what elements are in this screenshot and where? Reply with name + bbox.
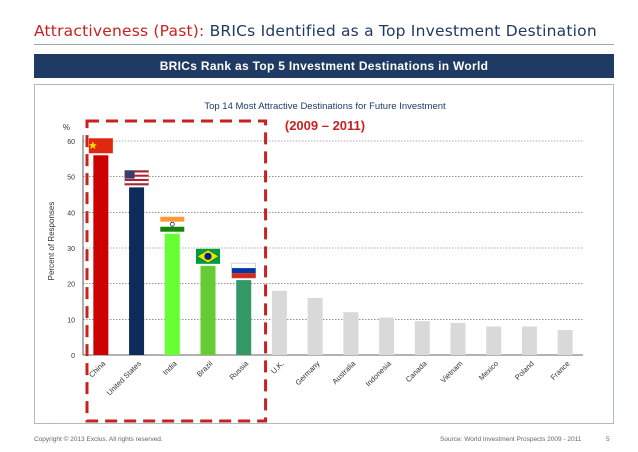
bar-brazil [200, 265, 216, 355]
bar-france [557, 330, 573, 355]
banner-text: BRICs Rank as Top 5 Investment Destinati… [159, 59, 489, 73]
y-axis-label: Percent of Responses [47, 202, 56, 281]
brazil-flag [196, 248, 220, 264]
y-axis-unit: % [63, 123, 70, 132]
x-tick-label: Brazil [195, 359, 215, 379]
bar-china [93, 155, 109, 355]
y-tick-label: 60 [67, 139, 75, 146]
bar-russia [236, 280, 252, 355]
x-tick-label: Russia [228, 358, 251, 381]
bar-chart: Top 14 Most Attractive Destinations for … [47, 101, 583, 423]
brics-highlight-box [85, 119, 268, 423]
chart-subtitle: (2009 – 2011) [285, 118, 365, 133]
y-tick-label: 30 [67, 246, 75, 253]
us-flag [124, 170, 149, 186]
bar-canada [414, 321, 430, 355]
bar-u-k [271, 290, 287, 355]
y-tick-label: 50 [67, 175, 75, 182]
chart-title: Top 14 Most Attractive Destinations for … [204, 101, 446, 112]
chart-panel: Top 14 Most Attractive Destinations for … [34, 84, 614, 424]
slide-title-rest: BRICs Identified as a Top Investment Des… [204, 22, 597, 40]
y-tick-label: 20 [67, 282, 75, 289]
x-tick-label: Indonesia [364, 358, 394, 388]
bar-australia [343, 312, 359, 355]
x-tick-label: China [87, 358, 108, 379]
x-tick-label: Mexico [477, 359, 500, 382]
bar-germany [307, 297, 323, 355]
bar-mexico [486, 326, 502, 355]
slide-title-accent: Attractiveness (Past): [34, 22, 205, 40]
bar-poland [521, 326, 537, 355]
china-flag [88, 138, 113, 154]
x-tick-label: India [161, 358, 179, 376]
x-tick-label: Germany [293, 359, 321, 387]
x-tick-label: Vietnam [439, 359, 465, 385]
russia-flag [231, 262, 256, 279]
x-tick-label: Australia [330, 358, 358, 386]
india-flag [160, 216, 185, 232]
x-tick-label: U.K. [269, 359, 286, 376]
x-tick-label: United States [105, 359, 143, 397]
y-tick-label: 40 [67, 210, 75, 217]
slide-title: Attractiveness (Past): BRICs Identified … [34, 22, 614, 40]
bar-indonesia [379, 317, 395, 355]
bar-united-states [129, 187, 145, 355]
bar-vietnam [450, 322, 466, 355]
footer-source: Source: World Investment Prospects 2009 … [440, 436, 582, 443]
x-tick-label: Poland [513, 359, 536, 382]
y-tick-label: 0 [71, 353, 75, 360]
section-banner: BRICs Rank as Top 5 Investment Destinati… [34, 54, 614, 78]
title-divider [34, 44, 614, 45]
x-tick-label: Canada [404, 358, 430, 384]
x-tick-label: France [549, 359, 572, 382]
footer-copyright: Copyright © 2013 Exclus. All rights rese… [34, 436, 163, 443]
page-number: 5 [606, 436, 610, 443]
bar-india [164, 233, 180, 355]
y-tick-label: 10 [67, 317, 75, 324]
